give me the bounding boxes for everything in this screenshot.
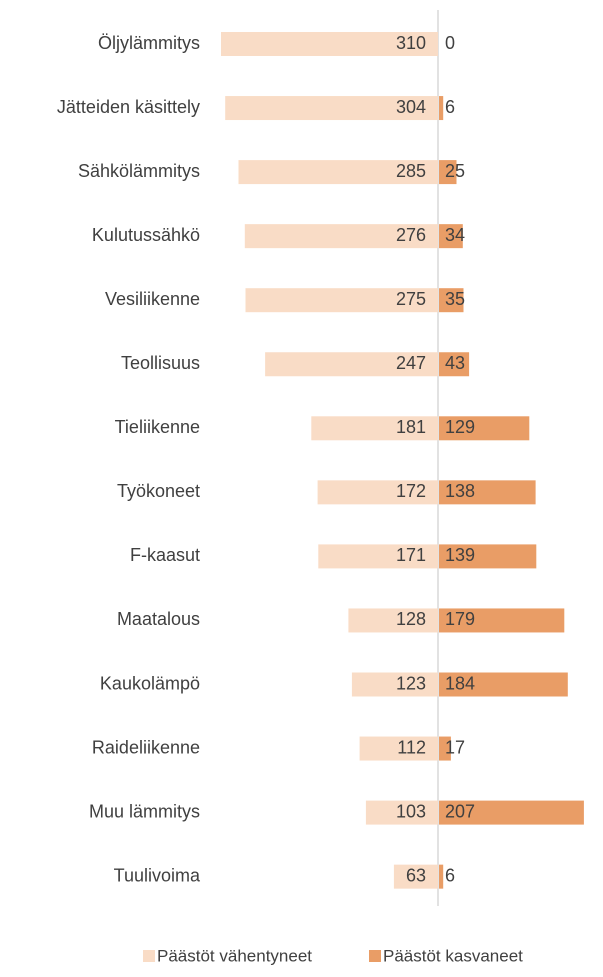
- category-label: Kulutussähkö: [92, 225, 200, 245]
- value-label: 103: [396, 801, 426, 821]
- bar-increase: [439, 480, 536, 505]
- value-label: 17: [445, 737, 465, 757]
- value-label: 310: [396, 33, 426, 53]
- category-label: Muu lämmitys: [89, 801, 200, 821]
- value-label: 181: [396, 417, 426, 437]
- value-label: 63: [406, 865, 426, 885]
- value-label: 172: [396, 481, 426, 501]
- bar-increase: [439, 800, 584, 825]
- bar-increase: [439, 736, 451, 761]
- value-label: 123: [396, 673, 426, 693]
- value-label: 171: [396, 545, 426, 565]
- value-label: 138: [445, 481, 475, 501]
- category-label: Teollisuus: [121, 353, 200, 373]
- category-label: Öljylämmitys: [98, 33, 200, 53]
- bar-decrease: [318, 544, 438, 569]
- value-label: 6: [445, 865, 455, 885]
- bar-increase: [439, 96, 444, 121]
- bar-increase: [439, 608, 565, 633]
- value-label: 0: [445, 33, 455, 53]
- value-label: 275: [396, 289, 426, 309]
- bar-decrease: [238, 160, 438, 185]
- bar-decrease: [359, 736, 438, 761]
- category-label: Vesiliikenne: [105, 289, 200, 309]
- category-label: Jätteiden käsittely: [57, 97, 200, 117]
- value-label: 128: [396, 609, 426, 629]
- bar-decrease: [311, 416, 438, 441]
- category-label: Tieliikenne: [115, 417, 200, 437]
- bar-decrease: [221, 32, 438, 56]
- bar-decrease: [225, 96, 438, 121]
- legend: Päästöt vähentyneet Päästöt kasvaneet: [143, 946, 523, 965]
- bar-increase: [439, 160, 457, 185]
- bar-decrease: [317, 480, 438, 505]
- legend-swatch: [369, 950, 381, 962]
- legend-label: Päästöt vähentyneet: [157, 946, 312, 965]
- category-label: F-kaasut: [130, 545, 200, 565]
- bar-decrease: [351, 672, 438, 697]
- bar-increase: [439, 416, 530, 441]
- bar-decrease: [393, 864, 438, 889]
- bar-decrease: [365, 800, 438, 825]
- value-label: 112: [397, 737, 426, 757]
- bar-decrease: [245, 288, 438, 313]
- value-label: 34: [445, 225, 465, 245]
- value-label: 184: [445, 673, 475, 693]
- bar-increase: [439, 864, 444, 889]
- value-label: 139: [445, 545, 475, 565]
- legend-label: Päästöt kasvaneet: [383, 946, 523, 965]
- value-label: 129: [445, 417, 475, 437]
- value-label: 43: [445, 353, 465, 373]
- value-label: 6: [445, 97, 455, 117]
- value-label: 25: [445, 161, 465, 181]
- category-label: Kaukolämpö: [100, 673, 200, 693]
- legend-swatch: [143, 950, 155, 962]
- bar-decrease: [265, 352, 438, 377]
- category-label: Työkoneet: [117, 481, 200, 501]
- value-label: 179: [445, 609, 475, 629]
- value-label: 247: [396, 353, 426, 373]
- bar-decrease: [348, 608, 438, 633]
- category-label: Maatalous: [117, 609, 200, 629]
- category-label: Raideliikenne: [92, 737, 200, 757]
- bar-increase: [439, 672, 568, 697]
- value-label: 276: [396, 225, 426, 245]
- bar-increase: [439, 288, 464, 313]
- value-label: 304: [396, 97, 426, 117]
- value-label: 285: [396, 161, 426, 181]
- category-label: Tuulivoima: [114, 865, 201, 885]
- value-label: 35: [445, 289, 465, 309]
- bar-increase: [439, 352, 470, 377]
- bar-increase: [439, 224, 463, 249]
- bar-increase: [439, 544, 537, 569]
- category-label: Sähkölämmitys: [78, 161, 200, 181]
- bar-decrease: [244, 224, 438, 249]
- value-label: 207: [445, 801, 475, 821]
